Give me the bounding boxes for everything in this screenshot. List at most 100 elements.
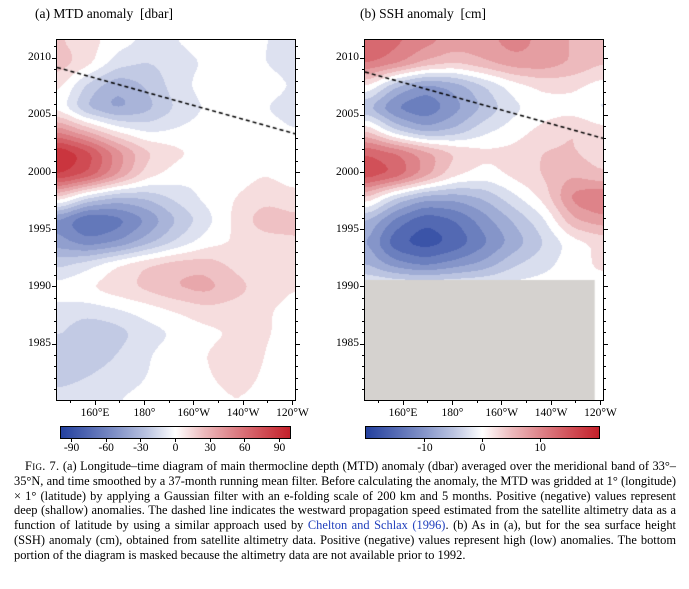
y-axis-minor-tick [54, 126, 57, 128]
y-axis-minor-tick-right [603, 252, 606, 254]
y-axis-minor-tick [362, 194, 365, 196]
mtd-contour-canvas [57, 40, 295, 400]
y-axis-minor-tick-right [603, 320, 606, 322]
colorbar-tick-label: 0 [479, 442, 486, 454]
y-axis-minor-tick [54, 80, 57, 82]
y-axis-minor-tick-right [295, 240, 298, 242]
x-axis-major-tick [143, 400, 145, 405]
y-axis-major-tick [360, 114, 365, 116]
y-axis-major-tick-right [603, 286, 608, 288]
y-axis-minor-tick-right [603, 80, 606, 82]
y-axis-minor-tick [362, 366, 365, 368]
y-axis-minor-tick-right [295, 320, 298, 322]
y-axis-minor-tick-right [295, 297, 298, 299]
y-axis-minor-tick-right [295, 149, 298, 151]
y-axis-major-tick [52, 114, 57, 116]
y-axis-minor-tick [362, 389, 365, 391]
y-axis-minor-tick-right [295, 263, 298, 265]
y-axis-major-tick-right [603, 229, 608, 231]
panel-title-mtd: (a) MTD anomaly [dbar] [35, 6, 173, 21]
y-axis-major-tick [52, 229, 57, 231]
y-axis-tick-label: 2005 [28, 108, 51, 121]
x-axis-minor-tick [267, 400, 269, 403]
ssh-contour-canvas [365, 40, 603, 400]
colorbar-tick [278, 439, 280, 442]
y-axis-minor-tick-right [603, 92, 606, 94]
y-axis-minor-tick-right [603, 183, 606, 185]
x-axis-minor-tick [69, 400, 71, 403]
y-axis-minor-tick-right [295, 389, 298, 391]
y-axis-major-tick-right [603, 343, 608, 345]
colorbar-tick [424, 439, 426, 442]
y-axis-minor-tick [362, 103, 365, 105]
y-axis-major-tick-right [295, 229, 300, 231]
y-axis-minor-tick-right [603, 206, 606, 208]
y-axis-minor-tick [362, 320, 365, 322]
y-axis-minor-tick-right [603, 332, 606, 334]
y-axis-minor-tick [362, 183, 365, 185]
y-axis-minor-tick [362, 252, 365, 254]
y-axis-minor-tick-right [295, 354, 298, 356]
caption-text-after-link: . (b) As in (a), but for the sea surface… [14, 518, 676, 562]
x-axis-tick-label: 160°E [388, 407, 418, 419]
y-axis-tick-label: 1985 [336, 337, 359, 349]
y-axis-minor-tick-right [295, 92, 298, 94]
y-axis-minor-tick-right [603, 240, 606, 242]
x-axis-minor-tick [476, 400, 478, 403]
x-axis-minor-tick [217, 400, 219, 403]
y-axis-minor-tick-right [603, 46, 606, 48]
y-axis-major-tick-right [295, 172, 300, 174]
y-axis-minor-tick [362, 217, 365, 219]
colorbar-tick [105, 439, 107, 442]
x-axis-major-tick [402, 400, 404, 405]
y-axis-minor-tick [54, 46, 57, 48]
y-axis-minor-tick [362, 92, 365, 94]
y-axis-minor-tick [362, 137, 365, 139]
y-axis-minor-tick [54, 149, 57, 151]
y-axis-minor-tick [54, 103, 57, 105]
ssh-colorbar-gradient [365, 426, 600, 439]
caption-text-before-link: (a) Longitude–time diagram of main therm… [14, 459, 676, 533]
x-axis-minor-tick [427, 400, 429, 403]
x-axis-minor-tick [168, 400, 170, 403]
y-axis-minor-tick [54, 183, 57, 185]
y-axis-tick-label: 1995 [336, 222, 359, 235]
y-axis-major-tick [52, 57, 57, 59]
colorbar-tick-label: 60 [239, 442, 251, 454]
x-axis-tick-label: 140°W [534, 407, 568, 419]
y-axis-minor-tick-right [603, 354, 606, 356]
x-axis-major-tick [94, 400, 96, 405]
y-axis-minor-tick-right [295, 46, 298, 48]
colorbar-tick-label: 0 [172, 442, 179, 454]
y-axis-minor-tick [362, 332, 365, 334]
panel-mtd-anomaly: (a) MTD anomaly [dbar] 160°E 180° 160°W 140… [28, 6, 309, 454]
citation-link-chelton-schlax[interactable]: Chelton and Schlax (1996) [307, 518, 446, 533]
y-axis-minor-tick [362, 149, 365, 151]
y-axis-minor-tick [362, 240, 365, 242]
x-axis-major-tick [550, 400, 552, 405]
y-axis-minor-tick [54, 252, 57, 254]
y-axis-tick-label: 2010 [28, 51, 51, 64]
y-axis-major-tick [360, 286, 365, 288]
panel-title-ssh: (b) SSH anomaly [cm] [360, 6, 486, 21]
x-axis-tick-label: 120°W [584, 407, 617, 419]
y-axis-major-tick-right [295, 286, 300, 288]
y-axis-minor-tick [54, 92, 57, 94]
y-axis-minor-tick [54, 274, 57, 276]
y-axis-minor-tick-right [603, 309, 606, 311]
x-axis-tick-label: 120°W [276, 407, 309, 419]
y-axis-major-tick-right [603, 172, 608, 174]
y-axis-major-tick [52, 172, 57, 174]
y-axis-tick-label: 1990 [336, 279, 359, 292]
x-axis-minor-tick [525, 400, 527, 403]
colorbar-tick-label: -30 [133, 442, 149, 454]
colorbar-tick-label: -10 [417, 442, 433, 454]
y-axis-minor-tick-right [295, 309, 298, 311]
x-axis-major-tick [292, 400, 294, 405]
x-axis-tick-label: 180° [133, 407, 156, 419]
y-axis-minor-tick [54, 217, 57, 219]
y-axis-tick-label: 2005 [336, 108, 359, 121]
y-axis-minor-tick-right [295, 217, 298, 219]
y-axis-minor-tick-right [295, 160, 298, 162]
y-axis-minor-tick [362, 297, 365, 299]
